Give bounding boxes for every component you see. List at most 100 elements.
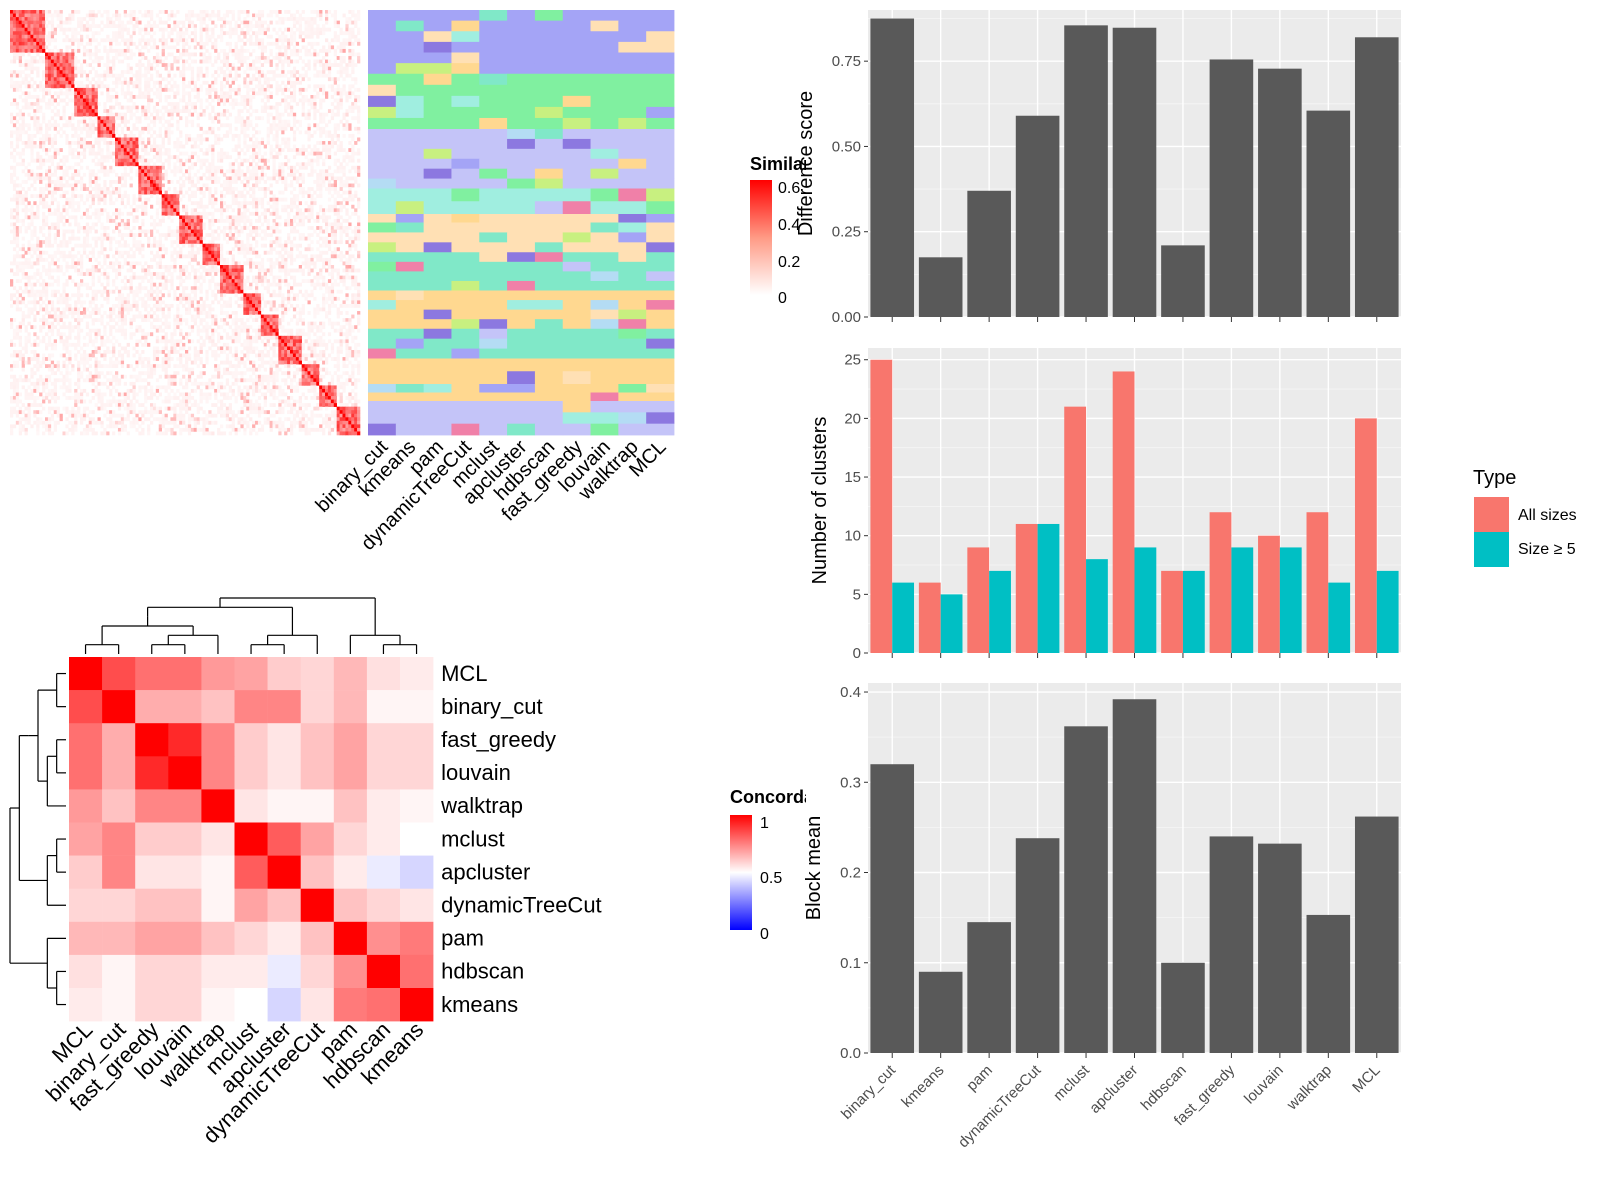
similarity-cell (147, 265, 151, 269)
similarity-cell (316, 158, 320, 163)
similarity-cell (147, 109, 151, 114)
similarity-cell (45, 176, 49, 181)
similarity-cell (243, 243, 247, 248)
similarity-cell (91, 226, 95, 230)
similarity-cell (225, 59, 230, 64)
similarity-cell (327, 119, 332, 124)
similarity-cell (336, 240, 340, 245)
similarity-cell (237, 211, 241, 216)
similarity-cell (80, 112, 84, 117)
similarity-cell (290, 126, 294, 131)
similarity-cell (222, 73, 227, 78)
similarity-cell (161, 63, 165, 67)
similarity-cell (158, 151, 162, 156)
similarity-cell (71, 151, 75, 156)
similarity-cell (132, 102, 136, 106)
similarity-cell (18, 112, 22, 117)
similarity-cell (15, 226, 20, 230)
similarity-cell (106, 187, 110, 191)
similarity-cell (348, 10, 352, 14)
similarity-cell (266, 222, 270, 227)
similarity-cell (80, 194, 84, 199)
similarity-cell (33, 201, 37, 206)
similarity-cell (68, 73, 72, 78)
similarity-cell (225, 73, 230, 78)
similarity-cell (333, 187, 337, 191)
similarity-cell (322, 236, 326, 241)
similarity-cell (77, 257, 81, 262)
similarity-cell (123, 183, 127, 188)
similarity-cell (333, 211, 337, 216)
similarity-cell (281, 17, 285, 21)
similarity-cell (164, 38, 168, 43)
similarity-cell (112, 187, 116, 191)
similarity-cell (106, 70, 110, 75)
similarity-cell (205, 66, 209, 71)
similarity-cell (39, 34, 43, 39)
similarity-cell (348, 123, 352, 128)
similarity-cell (217, 133, 221, 138)
similarity-cell (319, 73, 323, 78)
similarity-cell (339, 56, 343, 60)
similarity-cell (290, 254, 294, 259)
similarity-cell (112, 151, 116, 156)
similarity-cell (24, 48, 28, 53)
similarity-cell (97, 261, 101, 266)
similarity-cell (82, 52, 87, 57)
similarity-cell (325, 261, 329, 266)
similarity-cell (298, 233, 302, 237)
similarity-cell (53, 45, 57, 50)
similarity-cell (129, 204, 133, 209)
similarity-cell (243, 226, 247, 230)
similarity-cell (59, 243, 63, 248)
similarity-cell (222, 208, 227, 213)
similarity-cell (12, 70, 17, 75)
similarity-cell (237, 73, 241, 78)
similarity-cell (138, 133, 142, 138)
similarity-cell (68, 250, 72, 255)
similarity-cell (196, 87, 200, 92)
similarity-cell (161, 172, 165, 177)
similarity-cell (15, 17, 20, 21)
similarity-cell (257, 180, 262, 184)
similarity-cell (295, 151, 300, 156)
similarity-cell (71, 208, 75, 213)
similarity-cell (222, 98, 227, 103)
similarity-cell (53, 38, 57, 43)
similarity-cell (42, 190, 46, 195)
similarity-cell (176, 208, 180, 213)
similarity-cell (234, 169, 238, 174)
similarity-cell (53, 190, 57, 195)
similarity-cell (12, 13, 17, 18)
similarity-cell (231, 222, 235, 227)
similarity-cell (199, 10, 203, 14)
similarity-cell (42, 73, 46, 78)
similarity-cell (47, 190, 52, 195)
similarity-cell (202, 211, 206, 216)
similarity-cell (255, 229, 259, 234)
similarity-cell (292, 165, 297, 170)
similarity-cell (231, 176, 235, 181)
similarity-cell (155, 91, 160, 96)
similarity-cell (135, 109, 139, 114)
similarity-cell (30, 222, 34, 227)
similarity-cell (228, 169, 232, 174)
similarity-cell (275, 151, 279, 156)
similarity-cell (187, 226, 192, 230)
similarity-cell (50, 48, 55, 53)
similarity-cell (231, 254, 235, 259)
similarity-cell (319, 112, 323, 117)
similarity-cell (150, 13, 154, 18)
similarity-cell (126, 31, 130, 36)
similarity-cell (91, 13, 95, 18)
similarity-cell (325, 236, 329, 241)
similarity-cell (82, 116, 87, 121)
similarity-cell (74, 201, 78, 206)
similarity-cell (85, 141, 90, 145)
similarity-cell (161, 123, 165, 128)
similarity-cell (255, 38, 259, 43)
similarity-cell (255, 254, 259, 259)
similarity-cell (316, 162, 320, 167)
similarity-cell (45, 80, 49, 85)
similarity-cell (310, 187, 314, 191)
